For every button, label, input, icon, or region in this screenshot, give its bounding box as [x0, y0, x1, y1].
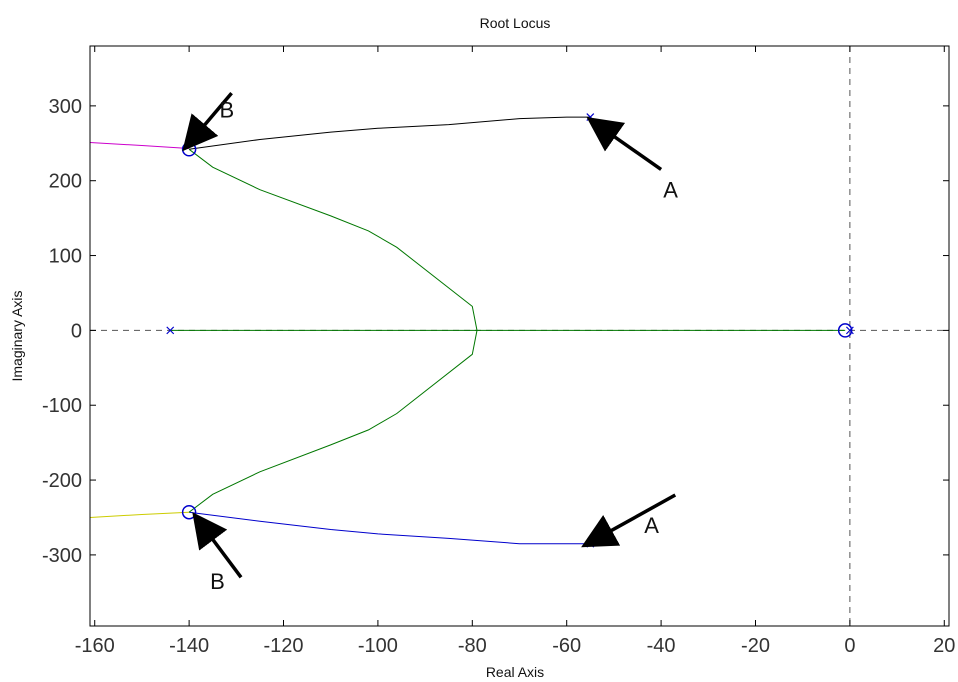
- pole-marker-4: [845, 326, 854, 335]
- annotation-label-4: B: [210, 569, 225, 594]
- y-tick-label: 100: [49, 246, 82, 268]
- x-tick-label: -20: [741, 635, 770, 657]
- x-tick-label: -40: [647, 635, 676, 657]
- locus-branch-5: [188, 148, 478, 331]
- x-tick-label: -120: [263, 635, 303, 657]
- annotation-arrow-1: [586, 117, 663, 171]
- x-tick-label: 20: [933, 635, 955, 657]
- chart-title: Root Locus: [480, 15, 551, 31]
- y-tick-label: -300: [42, 545, 82, 567]
- locus-branch-3: [89, 142, 190, 149]
- y-tick-label: 0: [71, 320, 82, 342]
- locus-branch-1: [189, 116, 591, 150]
- pole-marker-3: [166, 326, 175, 335]
- y-axis-label: Imaginary Axis: [9, 290, 25, 381]
- x-tick-label: -80: [458, 635, 487, 657]
- x-tick-label: -100: [358, 635, 398, 657]
- annotation-label-1: A: [663, 178, 678, 203]
- x-axis-label: Real Axis: [486, 664, 544, 680]
- locus-branch-4: [89, 511, 190, 518]
- zero-marker-3: [837, 323, 853, 338]
- annotation-arrow-4: [192, 512, 243, 579]
- y-tick-label: -200: [42, 470, 82, 492]
- annotation-label-3: B: [220, 98, 235, 123]
- plot-frame: [89, 45, 950, 627]
- plot-area: [90, 46, 949, 626]
- x-tick-label: 0: [844, 635, 855, 657]
- locus-branch-6: [188, 330, 478, 513]
- pole-cross-stroke: [845, 326, 854, 335]
- y-tick-label: -100: [42, 395, 82, 417]
- locus-branch-2: [189, 511, 591, 545]
- annotation-label-2: A: [644, 513, 659, 538]
- x-tick-label: -60: [552, 635, 581, 657]
- x-tick-label: -140: [169, 635, 209, 657]
- y-tick-label: 300: [49, 96, 82, 118]
- x-tick-label: -160: [75, 635, 115, 657]
- annotation-arrow-2: [581, 493, 677, 548]
- annotation-arrow-3: [182, 92, 233, 152]
- y-tick-label: 200: [49, 171, 82, 193]
- pole-cross-stroke: [166, 326, 175, 335]
